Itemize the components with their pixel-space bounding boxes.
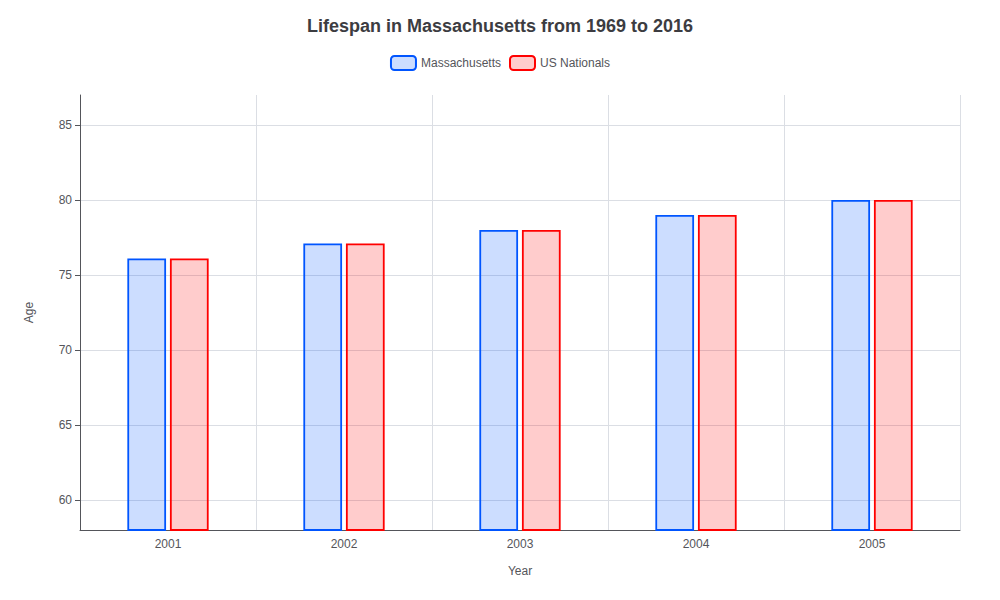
svg-text:60: 60 <box>59 493 73 507</box>
svg-text:2003: 2003 <box>507 537 534 551</box>
svg-text:80: 80 <box>59 193 73 207</box>
svg-text:Massachusetts: Massachusetts <box>421 56 501 70</box>
svg-text:US Nationals: US Nationals <box>540 56 610 70</box>
svg-text:85: 85 <box>59 118 73 132</box>
svg-text:2002: 2002 <box>331 537 358 551</box>
svg-text:Lifespan in Massachusetts from: Lifespan in Massachusetts from 1969 to 2… <box>307 16 693 36</box>
svg-text:2005: 2005 <box>859 537 886 551</box>
svg-text:2004: 2004 <box>683 537 710 551</box>
svg-text:75: 75 <box>59 268 73 282</box>
svg-text:65: 65 <box>59 418 73 432</box>
svg-text:2001: 2001 <box>155 537 182 551</box>
svg-text:70: 70 <box>59 343 73 357</box>
svg-text:Age: Age <box>22 302 36 324</box>
svg-text:Year: Year <box>508 564 532 578</box>
